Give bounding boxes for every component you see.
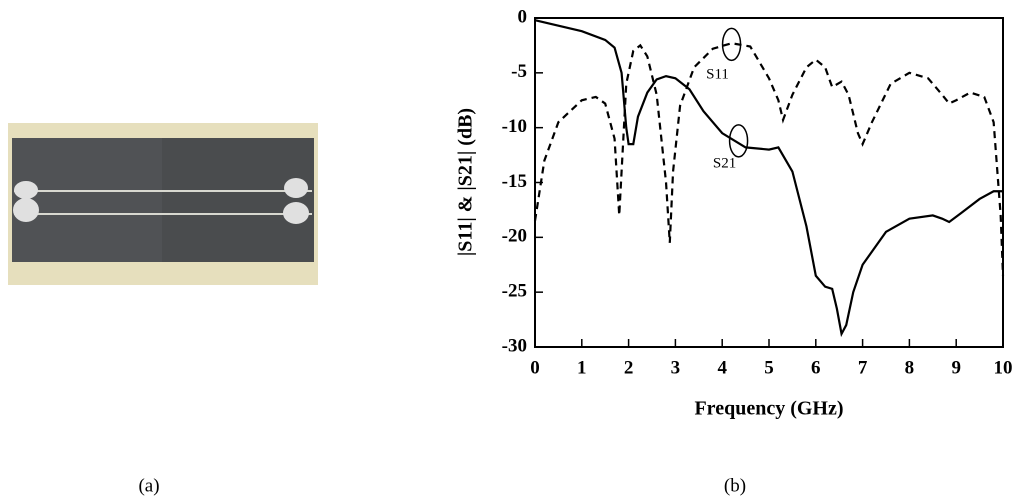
x-tick-label: 0	[530, 357, 540, 378]
x-tick-label: 10	[994, 357, 1013, 378]
x-tick-label: 7	[858, 357, 868, 378]
y-axis-label: |S11| & |S21| (dB)	[455, 108, 477, 256]
annotation: S11	[706, 66, 729, 82]
annotation-ellipse	[721, 27, 742, 62]
photo	[8, 123, 318, 285]
x-tick-label: 1	[577, 357, 587, 378]
y-tick-label: -10	[502, 116, 527, 137]
x-tick-label: 2	[624, 357, 634, 378]
x-tick-label: 3	[671, 357, 681, 378]
y-tick-label: -25	[502, 281, 527, 302]
x-tick-label: 4	[717, 357, 727, 378]
y-tick-label: -15	[502, 171, 527, 192]
x-tick-label: 5	[764, 357, 774, 378]
y-tick-label: -30	[502, 335, 527, 356]
y-tick-label: 0	[518, 6, 528, 27]
line-series	[533, 42, 1005, 276]
x-tick-label: 6	[811, 357, 821, 378]
y-tick-label: -5	[511, 61, 527, 82]
annotation: S21	[713, 155, 736, 171]
x-tick-label: 9	[951, 357, 961, 378]
line-series	[534, 19, 1003, 338]
x-tick-label: 8	[905, 357, 915, 378]
annotation-ellipse	[728, 124, 749, 158]
plot-frame	[534, 17, 1004, 348]
x-axis-label: Frequency (GHz)	[694, 398, 843, 420]
caption: (b)	[724, 475, 746, 496]
caption: (a)	[138, 475, 159, 496]
y-tick-label: -20	[502, 226, 527, 247]
